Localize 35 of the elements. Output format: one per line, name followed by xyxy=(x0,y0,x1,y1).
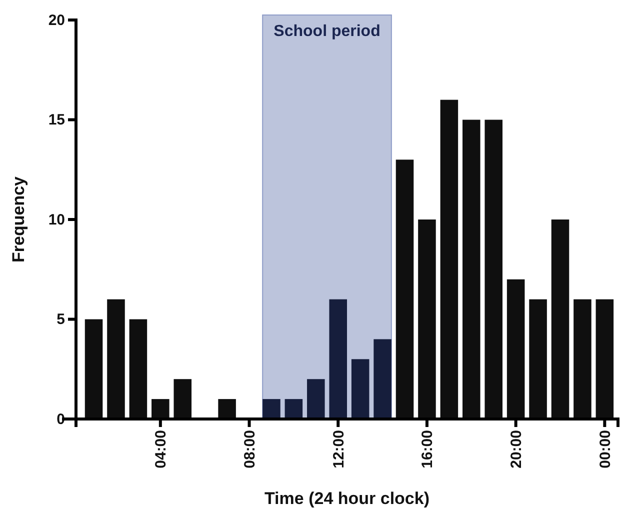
bar xyxy=(107,299,125,419)
bar xyxy=(262,399,280,419)
bar xyxy=(396,160,414,419)
bar xyxy=(129,319,148,419)
x-tick-label: 12:00 xyxy=(330,430,348,468)
y-tick-label: 10 xyxy=(48,211,65,228)
bar xyxy=(551,220,570,419)
bar xyxy=(596,299,614,419)
bar xyxy=(484,120,502,419)
bar xyxy=(152,399,170,419)
bar xyxy=(218,399,236,419)
bar xyxy=(374,339,392,419)
x-tick-label: 16:00 xyxy=(419,430,436,468)
x-axis-title: Time (24 hour clock) xyxy=(264,489,430,508)
bar xyxy=(440,100,458,419)
bar xyxy=(174,379,192,419)
bar xyxy=(84,319,103,419)
y-tick-label: 5 xyxy=(56,311,65,328)
bar xyxy=(329,299,347,419)
x-tick-label: 20:00 xyxy=(508,430,526,468)
bar xyxy=(284,399,303,419)
bar xyxy=(351,359,370,419)
y-axis-title: Frequency xyxy=(9,176,28,262)
band-label: School period xyxy=(274,23,380,40)
x-tick-label: 04:00 xyxy=(152,430,170,468)
x-tick-label: 00:00 xyxy=(596,430,614,468)
x-tick-label: 08:00 xyxy=(242,430,259,468)
bar xyxy=(418,220,436,419)
bar xyxy=(529,299,547,419)
bar xyxy=(574,299,592,419)
bar xyxy=(506,279,525,419)
bar xyxy=(462,120,480,419)
y-tick-label: 15 xyxy=(48,112,65,129)
bar xyxy=(307,379,325,419)
y-tick-label: 20 xyxy=(48,12,65,29)
